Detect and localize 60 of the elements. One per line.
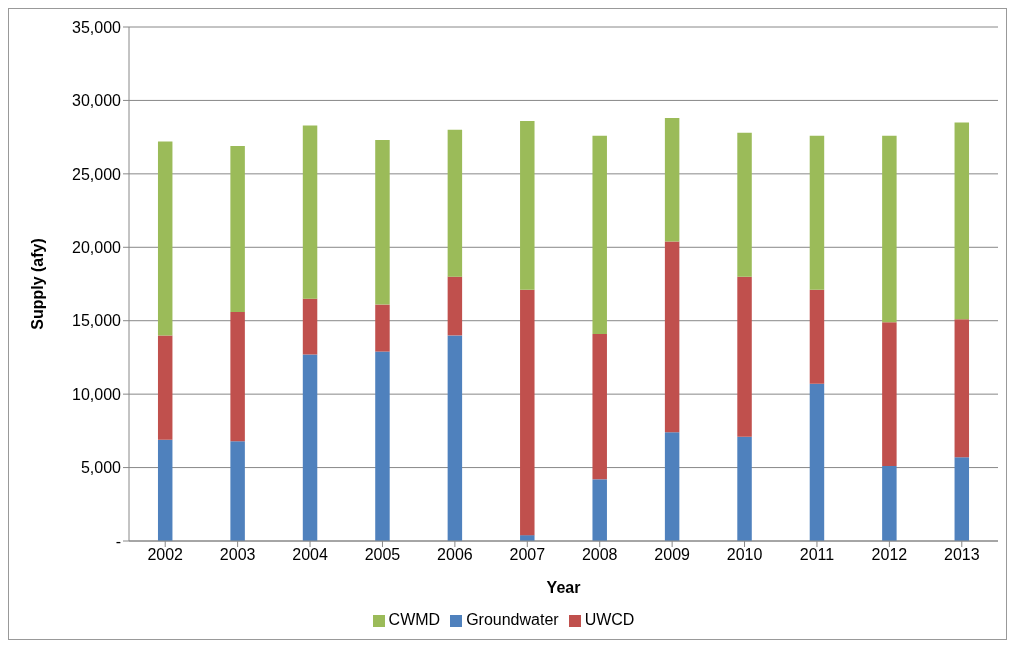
bar <box>302 354 318 541</box>
x-axis-title: Year <box>546 579 581 596</box>
bar <box>447 276 463 336</box>
bar <box>447 129 463 277</box>
bar <box>954 319 970 458</box>
bar <box>882 322 897 467</box>
x-tick-label: 2012 <box>871 546 908 564</box>
y-tick-label: 30,000 <box>72 92 122 110</box>
bar <box>230 311 245 442</box>
bar <box>230 145 245 312</box>
bar <box>664 241 680 433</box>
bar <box>592 333 607 480</box>
bar <box>664 118 680 242</box>
x-tick-label: 2013 <box>943 546 980 564</box>
bar <box>302 125 318 299</box>
bar <box>157 141 173 336</box>
bar <box>737 132 752 277</box>
x-tick-label: 2009 <box>654 546 691 564</box>
bar <box>882 466 897 541</box>
y-tick-label: 10,000 <box>72 385 122 403</box>
legend-label: UWCD <box>584 611 635 628</box>
x-tick-label: 2003 <box>219 546 256 564</box>
x-tick-label: 2002 <box>147 546 184 564</box>
x-tick-label: 2005 <box>364 546 401 564</box>
bar <box>954 457 970 541</box>
bar <box>882 135 897 323</box>
bar <box>375 351 390 541</box>
bar <box>230 441 245 541</box>
x-tick-label: 2006 <box>437 546 473 564</box>
x-tick-label: 2004 <box>292 546 328 564</box>
x-tick-label: 2007 <box>509 546 546 564</box>
bar <box>737 276 752 437</box>
y-tick-label: 15,000 <box>72 312 122 330</box>
bar <box>157 335 173 440</box>
bar <box>809 135 825 290</box>
y-axis-title: Supply (afy) <box>28 238 46 330</box>
bar <box>447 335 463 541</box>
y-tick-label: 25,000 <box>72 165 122 183</box>
bar <box>157 439 173 541</box>
y-tick-label: 20,000 <box>72 238 122 256</box>
y-tick-label: 5,000 <box>80 459 122 477</box>
bar <box>520 289 535 536</box>
x-tick-label: 2011 <box>799 546 835 564</box>
bar <box>592 479 607 541</box>
bar <box>664 432 680 541</box>
bar <box>737 436 752 541</box>
x-tick-label: 2008 <box>581 546 618 564</box>
x-tick-label: 2010 <box>726 546 763 564</box>
bar <box>809 289 825 384</box>
legend-label: Groundwater <box>466 611 559 628</box>
bar <box>809 383 825 541</box>
legend-label: CWMD <box>388 611 441 628</box>
bar <box>302 298 318 355</box>
bar <box>375 304 390 352</box>
bar <box>375 140 390 305</box>
y-tick-label: 35,000 <box>72 18 122 36</box>
bar <box>592 135 607 334</box>
bar <box>954 122 970 320</box>
y-tick-label: - <box>115 532 121 550</box>
bar <box>520 120 535 290</box>
